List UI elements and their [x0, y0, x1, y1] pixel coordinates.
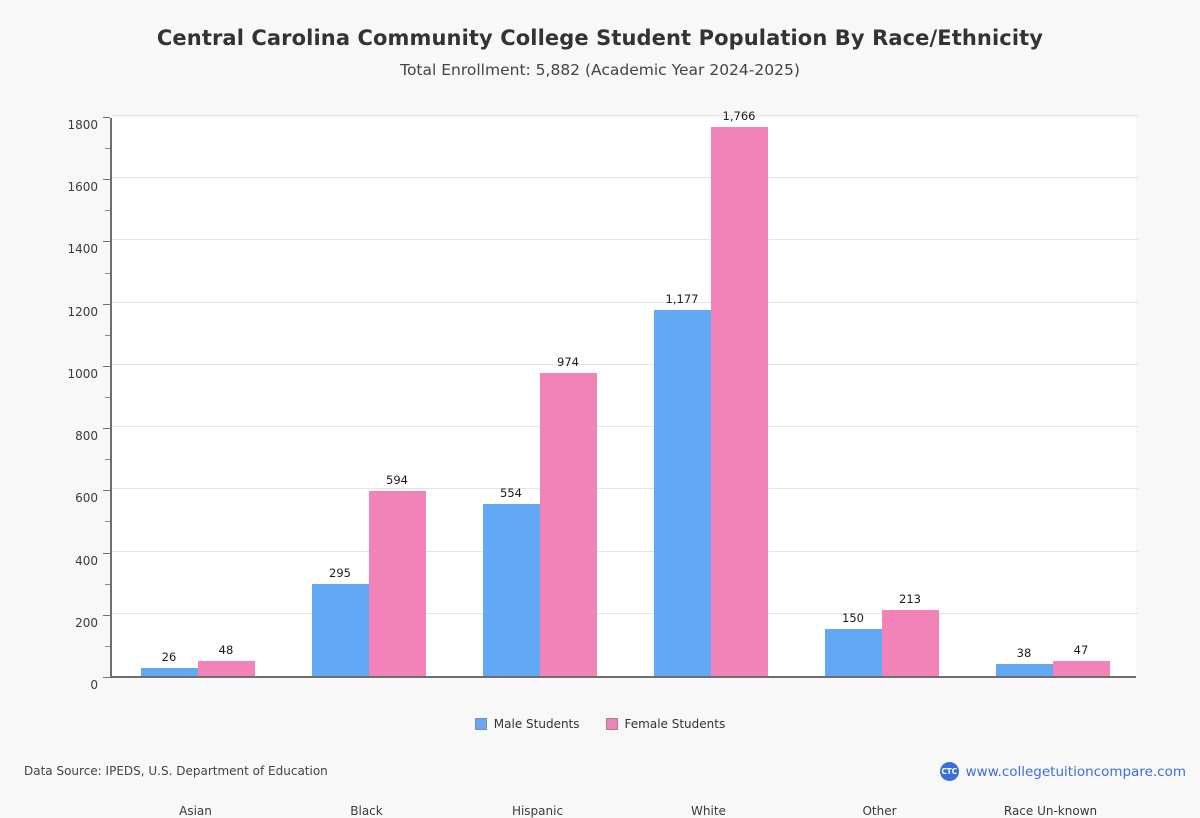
x-axis-tick-label: Hispanic	[512, 804, 563, 818]
bar-male[interactable]: 295	[312, 584, 369, 676]
bar-value-label: 47	[1074, 643, 1089, 657]
bar-female[interactable]: 594	[369, 491, 426, 676]
y-axis-tick	[103, 179, 110, 180]
y-axis-tick	[103, 615, 110, 616]
bar-male[interactable]: 554	[483, 504, 540, 676]
y-axis-minor-tick	[105, 148, 110, 149]
bar-female[interactable]: 1,766	[711, 127, 768, 676]
page-title: Central Carolina Community College Stude…	[0, 0, 1200, 50]
y-axis-tick	[103, 304, 110, 305]
gridline	[112, 302, 1138, 303]
gridline	[112, 613, 1138, 614]
y-axis-minor-tick	[105, 584, 110, 585]
y-axis-minor-tick	[105, 210, 110, 211]
y-axis-minor-tick	[105, 335, 110, 336]
bar-value-label: 295	[329, 566, 351, 580]
y-axis-tick	[103, 117, 110, 118]
bar-value-label: 26	[162, 650, 177, 664]
bar-male[interactable]: 1,177	[654, 310, 711, 676]
brand-url-link[interactable]: www.collegetuitioncompare.com	[966, 764, 1186, 780]
legend-item-male[interactable]: Male Students	[475, 717, 580, 731]
bar-male[interactable]: 26	[141, 668, 198, 676]
bar-male[interactable]: 38	[996, 664, 1053, 676]
chart-header: Central Carolina Community College Stude…	[0, 0, 1200, 79]
gridline	[112, 551, 1138, 552]
x-axis-tick-label: Other	[862, 804, 896, 818]
legend-swatch-icon	[606, 718, 618, 730]
bar-value-label: 213	[899, 592, 921, 606]
chart-legend: Male Students Female Students	[0, 717, 1200, 731]
y-axis-minor-tick	[105, 273, 110, 274]
legend-swatch-icon	[475, 718, 487, 730]
gridline	[112, 426, 1138, 427]
legend-label: Male Students	[494, 717, 580, 731]
y-axis-tick	[103, 490, 110, 491]
y-axis-minor-tick	[105, 646, 110, 647]
y-axis-tick	[103, 241, 110, 242]
bar-value-label: 1,177	[666, 292, 699, 306]
chart-subtitle: Total Enrollment: 5,882 (Academic Year 2…	[0, 50, 1200, 79]
x-axis-tick-label: White	[691, 804, 726, 818]
gridline	[112, 364, 1138, 365]
x-axis-tick-label: Black	[350, 804, 382, 818]
y-axis-minor-tick	[105, 397, 110, 398]
y-axis-minor-tick	[105, 459, 110, 460]
ctc-logo-icon: CTC	[940, 762, 959, 781]
legend-item-female[interactable]: Female Students	[606, 717, 726, 731]
gridline	[112, 115, 1138, 116]
gridline	[112, 488, 1138, 489]
legend-label: Female Students	[625, 717, 726, 731]
bar-value-label: 594	[386, 473, 408, 487]
x-axis-tick-label: Asian	[179, 804, 212, 818]
bar-value-label: 1,766	[723, 109, 756, 123]
bar-value-label: 48	[219, 643, 234, 657]
gridline	[112, 239, 1138, 240]
bar-value-label: 38	[1017, 646, 1032, 660]
bar-value-label: 150	[842, 611, 864, 625]
bar-female[interactable]: 48	[198, 661, 255, 676]
x-axis-tick-label: Race Un-known	[1004, 804, 1097, 818]
bar-female[interactable]: 47	[1053, 661, 1110, 676]
y-axis-minor-tick	[105, 521, 110, 522]
gridline	[112, 177, 1138, 178]
bar-female[interactable]: 213	[882, 610, 939, 676]
y-axis-tick	[103, 677, 110, 678]
bar-male[interactable]: 150	[825, 629, 882, 676]
y-axis-tick	[103, 553, 110, 554]
data-source-note: Data Source: IPEDS, U.S. Department of E…	[24, 764, 328, 778]
brand-link[interactable]: CTC www.collegetuitioncompare.com	[940, 762, 1186, 781]
y-axis-tick	[103, 428, 110, 429]
bar-value-label: 554	[500, 486, 522, 500]
y-axis-tick	[103, 366, 110, 367]
bar-value-label: 974	[557, 355, 579, 369]
bar-female[interactable]: 974	[540, 373, 597, 676]
